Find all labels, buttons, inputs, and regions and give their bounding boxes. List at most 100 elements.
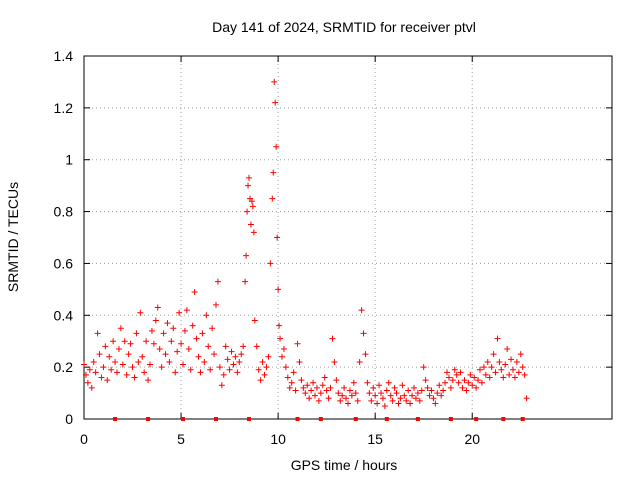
chart-title: Day 141 of 2024, SRMTID for receiver ptv… (212, 19, 476, 35)
data-point (226, 366, 233, 373)
data-point (409, 392, 416, 399)
data-point (259, 358, 266, 365)
data-point (434, 390, 441, 397)
data-point (465, 379, 472, 386)
rug-mark (448, 417, 453, 421)
data-point (445, 374, 452, 381)
data-point (312, 392, 318, 399)
data-point (104, 377, 111, 384)
data-point (471, 374, 478, 381)
data-point (329, 335, 336, 342)
data-point (378, 390, 384, 397)
y-tick-label: 1 (65, 152, 73, 168)
data-point (490, 351, 497, 358)
data-point (270, 169, 277, 176)
data-point (403, 397, 410, 404)
data-point (498, 366, 505, 373)
data-point (416, 397, 423, 404)
data-point (294, 340, 301, 347)
data-point (152, 317, 159, 324)
data-point (422, 377, 429, 384)
data-point (81, 361, 87, 368)
data-point (243, 252, 250, 259)
data-point (288, 379, 295, 386)
data-point (185, 345, 192, 352)
data-point (253, 343, 260, 350)
data-point (496, 358, 503, 365)
data-point (279, 353, 285, 360)
x-tick-label: 5 (177, 431, 185, 447)
data-point (304, 382, 311, 389)
data-point (327, 384, 334, 391)
data-point (199, 330, 206, 337)
data-point (337, 397, 344, 404)
data-point (438, 392, 445, 399)
data-point (310, 379, 317, 386)
data-point (354, 397, 361, 404)
data-point (412, 395, 419, 402)
data-point (343, 395, 350, 402)
data-point (86, 366, 93, 373)
rug-mark (520, 417, 525, 421)
plot-frame (83, 55, 613, 420)
data-point (453, 371, 460, 378)
data-point (156, 345, 163, 352)
data-point (265, 353, 272, 360)
data-point (352, 390, 359, 397)
data-point (213, 301, 219, 308)
data-point (502, 361, 509, 368)
data-point (447, 384, 454, 391)
data-point (341, 384, 348, 391)
data-point (183, 307, 190, 314)
data-point (455, 379, 462, 386)
data-point (197, 369, 204, 376)
data-point (154, 304, 161, 311)
rug-marks (113, 417, 525, 421)
rug-mark (353, 417, 358, 421)
data-point (248, 198, 255, 205)
data-point (484, 358, 491, 365)
data-point (292, 387, 299, 394)
data-point (432, 400, 439, 407)
data-point (92, 369, 99, 376)
data-point (170, 325, 177, 332)
data-point (119, 361, 126, 368)
data-point (168, 338, 175, 345)
data-point (282, 364, 289, 371)
data-point (515, 369, 522, 376)
data-point (137, 309, 144, 316)
data-point (195, 353, 202, 360)
x-tick-label: 10 (270, 431, 286, 447)
data-point (370, 384, 377, 391)
data-point (488, 364, 495, 371)
data-point (426, 392, 433, 399)
data-point (108, 366, 115, 373)
data-point (178, 340, 185, 347)
data-point (376, 382, 383, 389)
data-point (442, 379, 449, 386)
data-point (333, 377, 340, 384)
data-point (290, 369, 297, 376)
data-point (420, 364, 427, 371)
data-point (218, 382, 225, 389)
data-point (201, 358, 208, 365)
y-tick-label: 0 (65, 411, 73, 427)
data-point (298, 377, 305, 384)
data-point (271, 78, 278, 85)
data-point (391, 384, 398, 391)
data-point (267, 260, 274, 267)
rug-mark (146, 417, 151, 421)
data-point (508, 356, 515, 363)
data-point (246, 174, 252, 181)
data-point (418, 387, 425, 394)
data-point (395, 400, 402, 407)
data-point (240, 343, 247, 350)
data-point (374, 400, 381, 407)
y-tick-label: 0.2 (54, 359, 74, 375)
data-point (135, 358, 142, 365)
data-point (96, 351, 103, 358)
data-point (250, 229, 257, 236)
data-point (302, 390, 309, 397)
data-point (463, 387, 470, 394)
data-point (245, 182, 252, 189)
